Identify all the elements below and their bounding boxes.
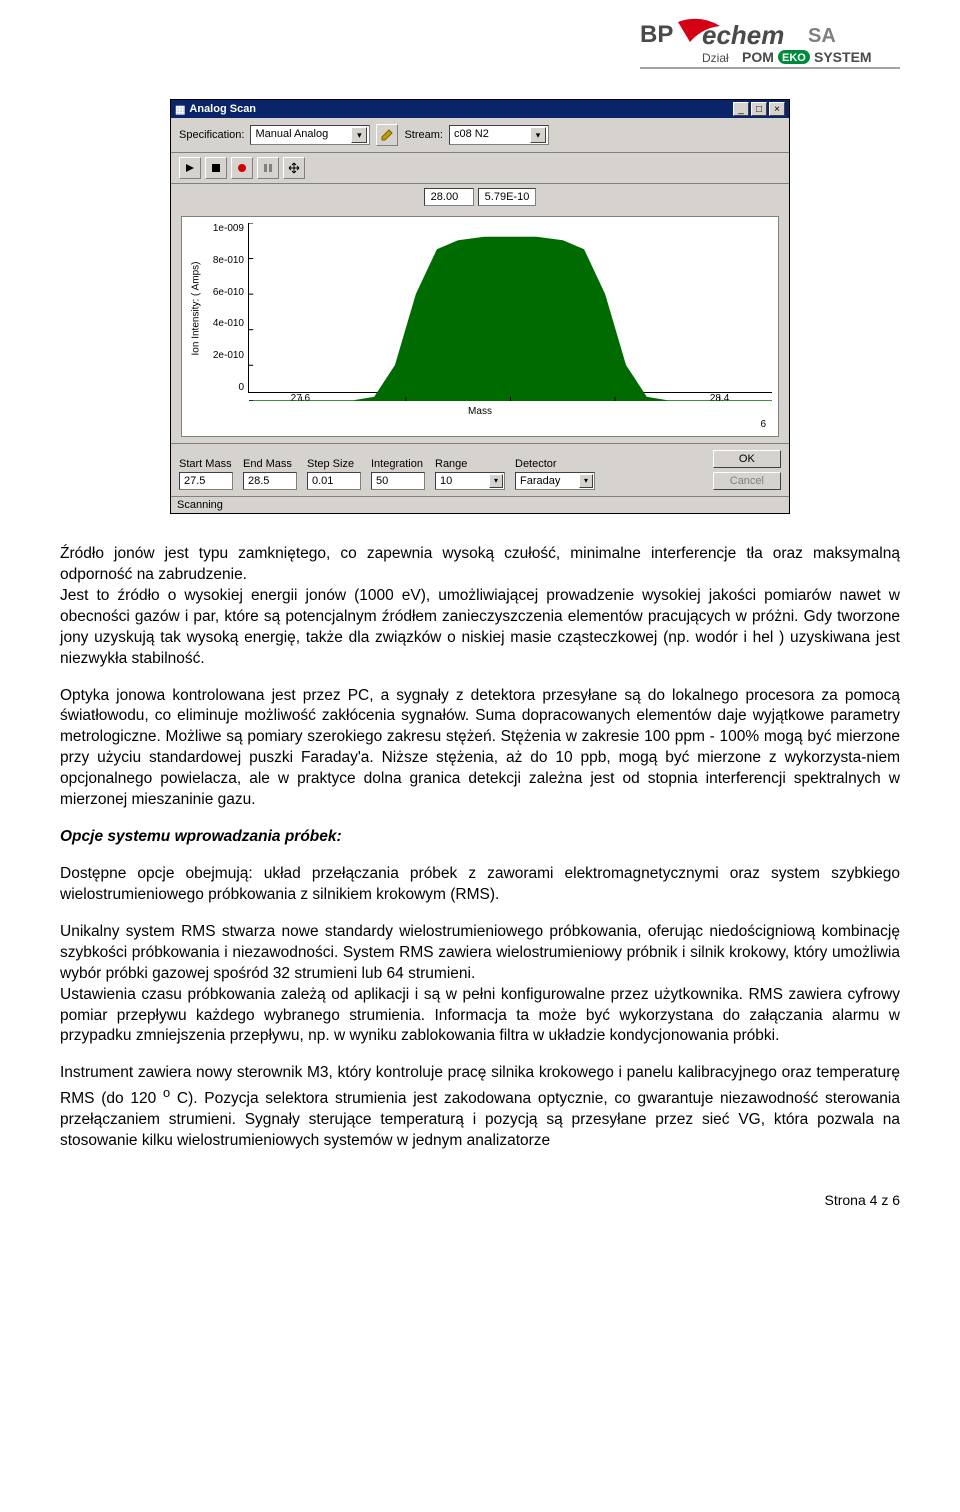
edit-spec-button[interactable] bbox=[376, 124, 398, 146]
para: Źródło jonów jest typu zamkniętego, co z… bbox=[60, 544, 900, 586]
record-button[interactable] bbox=[231, 157, 253, 179]
range-label: Range bbox=[435, 458, 505, 470]
stop-button[interactable] bbox=[205, 157, 227, 179]
end-mass-label: End Mass bbox=[243, 458, 297, 470]
ytick: 2e-010 bbox=[204, 350, 244, 361]
ytick: 4e-010 bbox=[204, 318, 244, 329]
expand-icon bbox=[288, 162, 300, 174]
y-axis-label: Ion Intensity: ( Amps) bbox=[191, 261, 202, 355]
pause-button[interactable] bbox=[257, 157, 279, 179]
spec-dropdown[interactable]: Manual Analog bbox=[250, 125, 370, 145]
stream-value: c08 N2 bbox=[454, 128, 489, 140]
stream-label: Stream: bbox=[404, 129, 443, 141]
svg-text:EKO: EKO bbox=[782, 52, 806, 64]
para: Instrument zawiera nowy sterownik M3, kt… bbox=[60, 1063, 900, 1152]
stream-dropdown[interactable]: c08 N2 bbox=[449, 125, 549, 145]
readout-y: 5.79E-10 bbox=[478, 188, 537, 206]
spec-toolbar: Specification: Manual Analog Stream: c08… bbox=[171, 118, 789, 153]
start-mass-input[interactable]: 27.5 bbox=[179, 472, 233, 490]
close-button[interactable]: × bbox=[769, 102, 785, 116]
playback-toolbar bbox=[171, 153, 789, 184]
integration-input[interactable]: 50 bbox=[371, 472, 425, 490]
app-icon: ▦ bbox=[175, 103, 185, 116]
svg-text:POM: POM bbox=[742, 49, 774, 65]
x-axis-label: Mass bbox=[188, 406, 772, 417]
play-icon bbox=[185, 163, 195, 173]
section-heading: Opcje systemu wprowadzania próbek: bbox=[60, 827, 900, 848]
step-size-input[interactable]: 0.01 bbox=[307, 472, 361, 490]
para: Dostępne opcje obejmują: układ przełącza… bbox=[60, 864, 900, 906]
ytick: 8e-010 bbox=[204, 255, 244, 266]
spec-value: Manual Analog bbox=[255, 128, 328, 140]
y-ticks: 1e-009 8e-010 6e-010 4e-010 2e-010 0 bbox=[204, 223, 248, 393]
plot-svg bbox=[249, 223, 772, 401]
ytick: 6e-010 bbox=[204, 287, 244, 298]
integration-label: Integration bbox=[371, 458, 425, 470]
range-dropdown[interactable]: 10 bbox=[435, 472, 505, 490]
minimize-button[interactable]: _ bbox=[733, 102, 749, 116]
analog-scan-window: ▦ Analog Scan _ □ × Specification: Manual… bbox=[170, 99, 790, 514]
window-title: Analog Scan bbox=[189, 103, 256, 115]
chart-footer: 6 bbox=[188, 417, 772, 432]
end-mass-input[interactable]: 28.5 bbox=[243, 472, 297, 490]
svg-text:SYSTEM: SYSTEM bbox=[814, 49, 872, 65]
pencil-icon bbox=[380, 128, 394, 142]
stop-icon bbox=[211, 163, 221, 173]
svg-text:echem: echem bbox=[702, 20, 784, 50]
ytick: 1e-009 bbox=[204, 223, 244, 234]
start-mass-label: Start Mass bbox=[179, 458, 233, 470]
ok-button[interactable]: OK bbox=[713, 450, 781, 468]
para: Optyka jonowa kontrolowana jest przez PC… bbox=[60, 686, 900, 812]
step-size-label: Step Size bbox=[307, 458, 361, 470]
pause-icon bbox=[263, 163, 273, 173]
chart-area: Ion Intensity: ( Amps) 1e-009 8e-010 6e-… bbox=[181, 216, 779, 437]
document-body: Źródło jonów jest typu zamkniętego, co z… bbox=[60, 544, 900, 1152]
svg-text:SA: SA bbox=[808, 25, 836, 47]
svg-text:Dział: Dział bbox=[702, 51, 729, 65]
readout-row: 28.00 5.79E-10 bbox=[171, 184, 789, 210]
para: Jest to źródło o wysokiej energii jonów … bbox=[60, 586, 900, 670]
readout-x: 28.00 bbox=[424, 188, 474, 206]
logo-bp: BP bbox=[640, 21, 673, 48]
spec-label: Specification: bbox=[179, 129, 244, 141]
detector-label: Detector bbox=[515, 458, 595, 470]
play-button[interactable] bbox=[179, 157, 201, 179]
detector-dropdown[interactable]: Faraday bbox=[515, 472, 595, 490]
expand-button[interactable] bbox=[283, 157, 305, 179]
titlebar: ▦ Analog Scan _ □ × bbox=[171, 100, 789, 118]
status-bar: Scanning bbox=[171, 496, 789, 513]
ytick: 0 bbox=[204, 382, 244, 393]
plot-canvas bbox=[248, 223, 772, 393]
brand-logo: BP echem SA Dział POM EKO SYSTEM bbox=[60, 18, 900, 79]
controls-row: Start Mass 27.5 End Mass 28.5 Step Size 0.0… bbox=[171, 443, 789, 496]
maximize-button[interactable]: □ bbox=[751, 102, 767, 116]
cancel-button[interactable]: Cancel bbox=[713, 472, 781, 490]
para: Ustawienia czasu próbkowania zależą od a… bbox=[60, 985, 900, 1048]
para: Unikalny system RMS stwarza nowe standar… bbox=[60, 922, 900, 985]
page-footer: Strona 4 z 6 bbox=[60, 1192, 900, 1208]
record-icon bbox=[237, 163, 247, 173]
